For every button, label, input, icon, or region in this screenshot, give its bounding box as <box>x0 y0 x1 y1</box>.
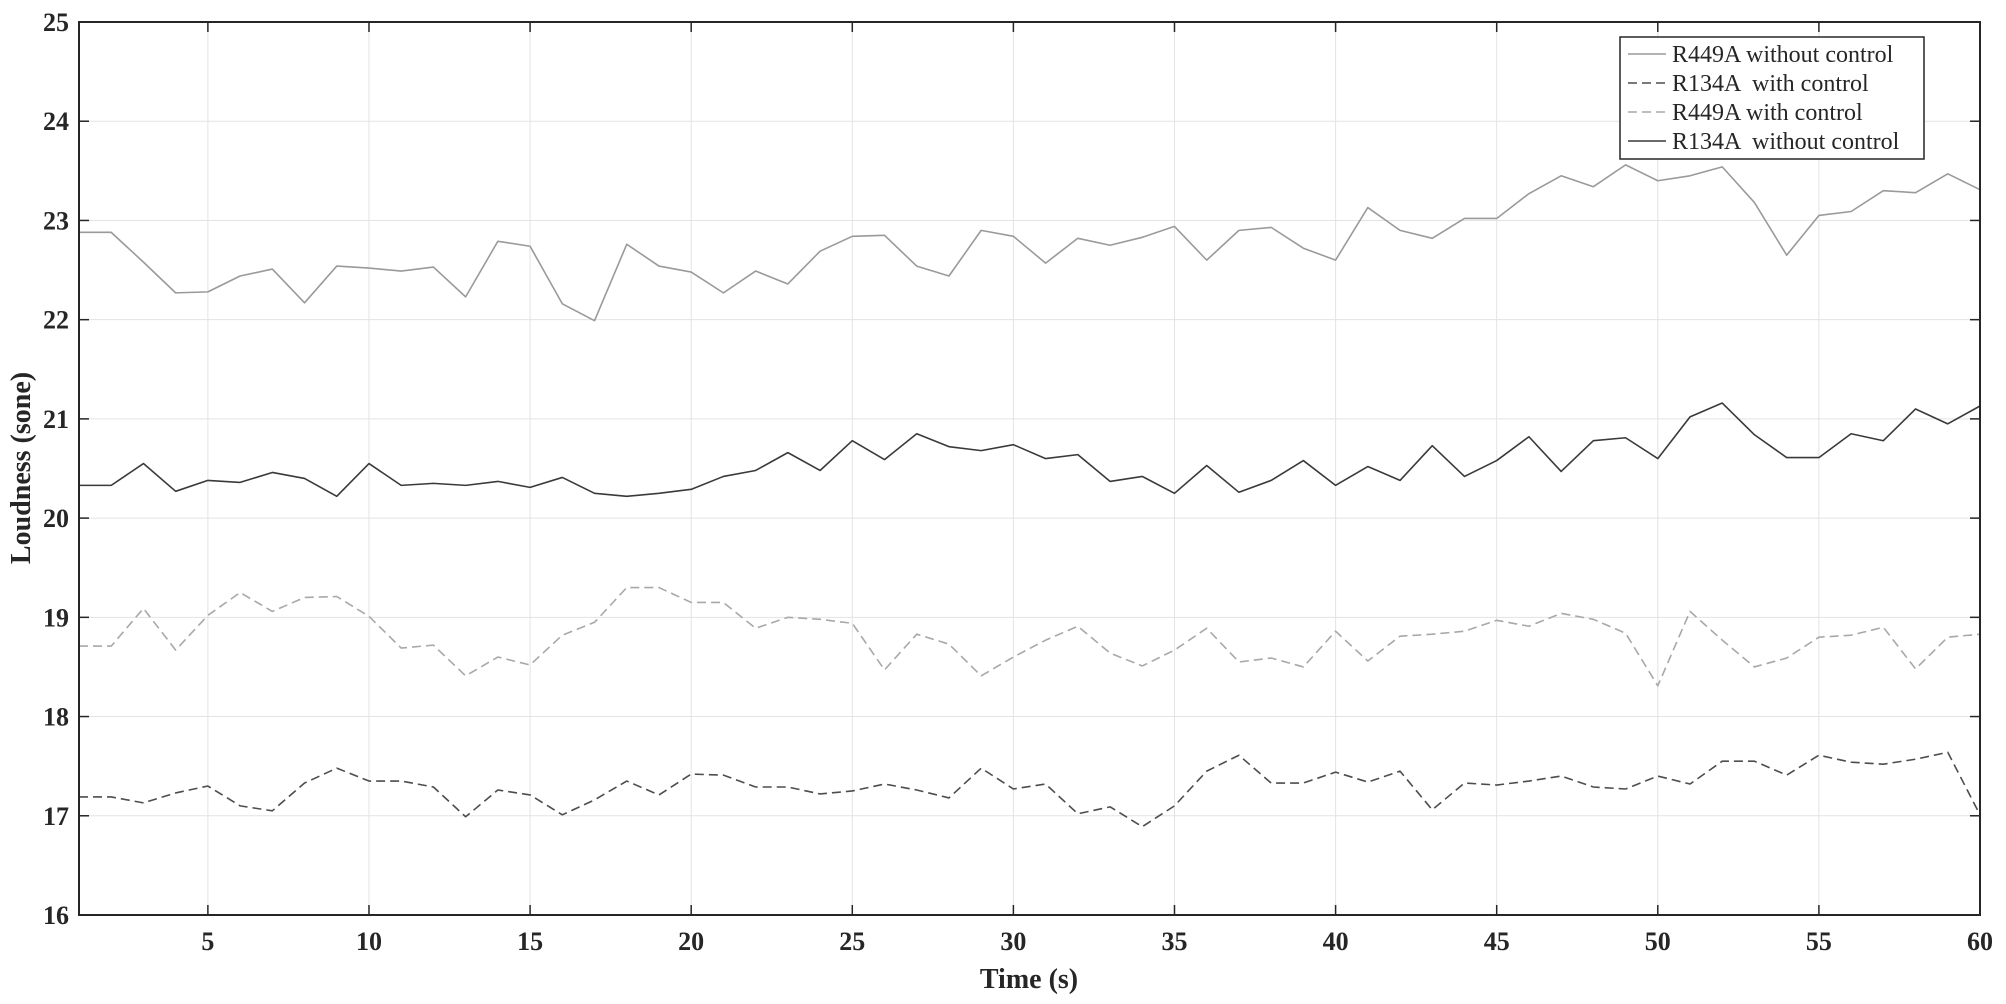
x-tick-label: 50 <box>1645 927 1671 956</box>
series-line-3 <box>79 586 1981 687</box>
y-tick-label: 23 <box>43 206 69 235</box>
x-tick-label: 15 <box>517 927 543 956</box>
x-tick-label: 40 <box>1323 927 1349 956</box>
y-axis-title: Loudness (sone) <box>6 372 37 564</box>
plot-frame <box>78 21 1981 916</box>
y-tick-label: 19 <box>43 603 69 632</box>
series-line-1 <box>79 164 1981 322</box>
legend-box <box>1619 36 1925 160</box>
series-layer <box>79 164 1981 828</box>
legend-label-3: R449A with control <box>1672 100 1863 126</box>
x-tick-label: 10 <box>356 927 382 956</box>
y-tick-label: 16 <box>43 901 69 930</box>
x-tick-label: 35 <box>1161 927 1187 956</box>
legend-label-4: R134A without control <box>1672 129 1900 155</box>
series-line-2 <box>79 751 1981 828</box>
x-tick-label: 60 <box>1967 927 1993 956</box>
x-axis-title: Time (s) <box>980 964 1078 995</box>
series-line-4 <box>79 402 1981 498</box>
y-tick-label: 20 <box>43 504 69 533</box>
y-tick-label: 24 <box>43 107 69 136</box>
y-tick-label: 25 <box>43 8 69 37</box>
legend: R449A without control R134A with control… <box>1619 36 1925 160</box>
axis-ticks <box>79 21 1981 916</box>
y-tick-label: 17 <box>43 802 69 831</box>
y-tick-label: 18 <box>43 703 69 732</box>
x-tick-label: 30 <box>1000 927 1026 956</box>
plot-background <box>79 22 1980 915</box>
y-tick-label: 22 <box>43 306 69 335</box>
legend-label-1: R449A without control <box>1672 42 1894 68</box>
x-tick-label: 20 <box>678 927 704 956</box>
x-tick-label: 45 <box>1484 927 1510 956</box>
y-tick-label: 21 <box>43 405 69 434</box>
legend-label-2: R134A with control <box>1672 71 1869 97</box>
x-tick-label: 25 <box>839 927 865 956</box>
x-tick-label: 55 <box>1806 927 1832 956</box>
tick-labels: 5 10 15 20 25 30 35 40 45 50 55 60 16 17 18 19 20 21 22 23 2… <box>43 8 1993 956</box>
x-tick-label: 5 <box>201 927 214 956</box>
